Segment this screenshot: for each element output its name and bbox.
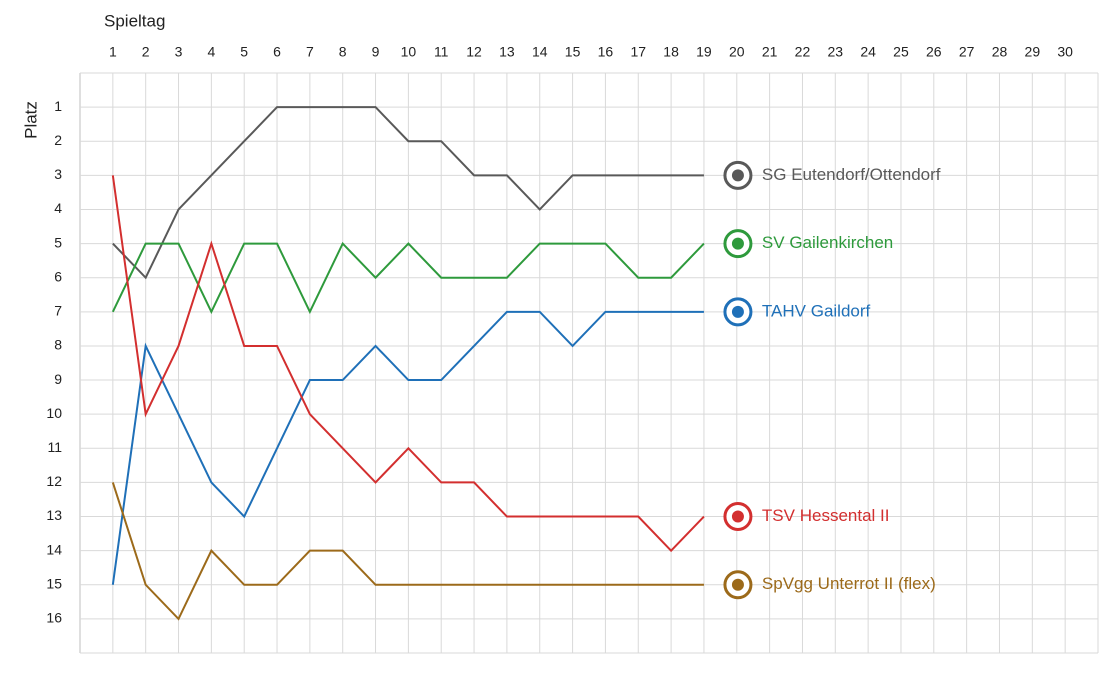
x-tick-label: 6 bbox=[273, 44, 281, 60]
x-tick-label: 19 bbox=[696, 44, 712, 60]
y-tick-label: 6 bbox=[54, 268, 62, 284]
x-tick-label: 18 bbox=[663, 44, 679, 60]
series-label: SG Eutendorf/Ottendorf bbox=[762, 165, 941, 184]
x-tick-label: 24 bbox=[860, 44, 876, 60]
x-tick-label: 14 bbox=[532, 44, 548, 60]
x-tick-label: 12 bbox=[466, 44, 482, 60]
y-tick-label: 10 bbox=[46, 405, 62, 421]
x-tick-label: 3 bbox=[175, 44, 183, 60]
x-tick-label: 2 bbox=[142, 44, 150, 60]
x-tick-label: 17 bbox=[630, 44, 646, 60]
series-line bbox=[111, 175, 705, 553]
y-tick-label: 1 bbox=[54, 98, 62, 114]
x-tick-label: 11 bbox=[434, 44, 449, 60]
x-tick-label: 1 bbox=[109, 44, 117, 60]
x-tick-label: 7 bbox=[306, 44, 314, 60]
series-label: SV Gailenkirchen bbox=[762, 233, 893, 252]
x-axis-label: Spieltag bbox=[104, 11, 165, 30]
series-line bbox=[111, 482, 704, 621]
y-tick-label: 4 bbox=[54, 200, 62, 216]
series-line bbox=[111, 241, 705, 315]
y-tick-label: 9 bbox=[54, 371, 62, 387]
y-tick-label: 2 bbox=[54, 132, 62, 148]
y-tick-label: 5 bbox=[54, 234, 62, 250]
y-tick-label: 12 bbox=[46, 473, 62, 489]
x-tick-label: 16 bbox=[598, 44, 614, 60]
y-tick-label: 7 bbox=[54, 303, 62, 319]
team-logo-inner bbox=[731, 169, 744, 182]
x-tick-label: 23 bbox=[828, 44, 844, 60]
y-tick-label: 8 bbox=[54, 337, 62, 353]
y-axis-label: Platz bbox=[21, 101, 40, 139]
x-tick-label: 21 bbox=[762, 44, 778, 60]
team-logo-inner bbox=[731, 510, 744, 523]
x-tick-label: 26 bbox=[926, 44, 942, 60]
x-tick-label: 13 bbox=[499, 44, 515, 60]
x-tick-label: 8 bbox=[339, 44, 347, 60]
y-tick-label: 15 bbox=[46, 575, 62, 591]
x-tick-label: 25 bbox=[893, 44, 909, 60]
series-line bbox=[111, 310, 704, 585]
y-tick-label: 13 bbox=[46, 507, 62, 523]
team-logo-inner bbox=[731, 237, 744, 250]
y-tick-label: 3 bbox=[54, 166, 62, 182]
team-logo-inner bbox=[731, 305, 744, 318]
x-tick-label: 27 bbox=[959, 44, 975, 60]
team-logo-inner bbox=[731, 578, 744, 591]
x-tick-label: 22 bbox=[795, 44, 811, 60]
series-label: TAHV Gaildorf bbox=[762, 301, 871, 320]
x-tick-label: 29 bbox=[1025, 44, 1041, 60]
x-tick-label: 20 bbox=[729, 44, 745, 60]
y-tick-label: 16 bbox=[46, 610, 62, 626]
x-tick-label: 15 bbox=[565, 44, 581, 60]
series-label: TSV Hessental II bbox=[762, 506, 890, 525]
series-label: SpVgg Unterrot II (flex) bbox=[762, 574, 936, 593]
x-tick-label: 5 bbox=[240, 44, 248, 60]
y-tick-label: 11 bbox=[47, 439, 62, 455]
x-tick-label: 30 bbox=[1057, 44, 1073, 60]
x-tick-label: 10 bbox=[401, 44, 417, 60]
x-tick-label: 4 bbox=[207, 44, 215, 60]
y-tick-label: 14 bbox=[46, 541, 62, 557]
x-tick-label: 9 bbox=[372, 44, 380, 60]
x-tick-label: 28 bbox=[992, 44, 1008, 60]
series-line bbox=[112, 106, 704, 280]
